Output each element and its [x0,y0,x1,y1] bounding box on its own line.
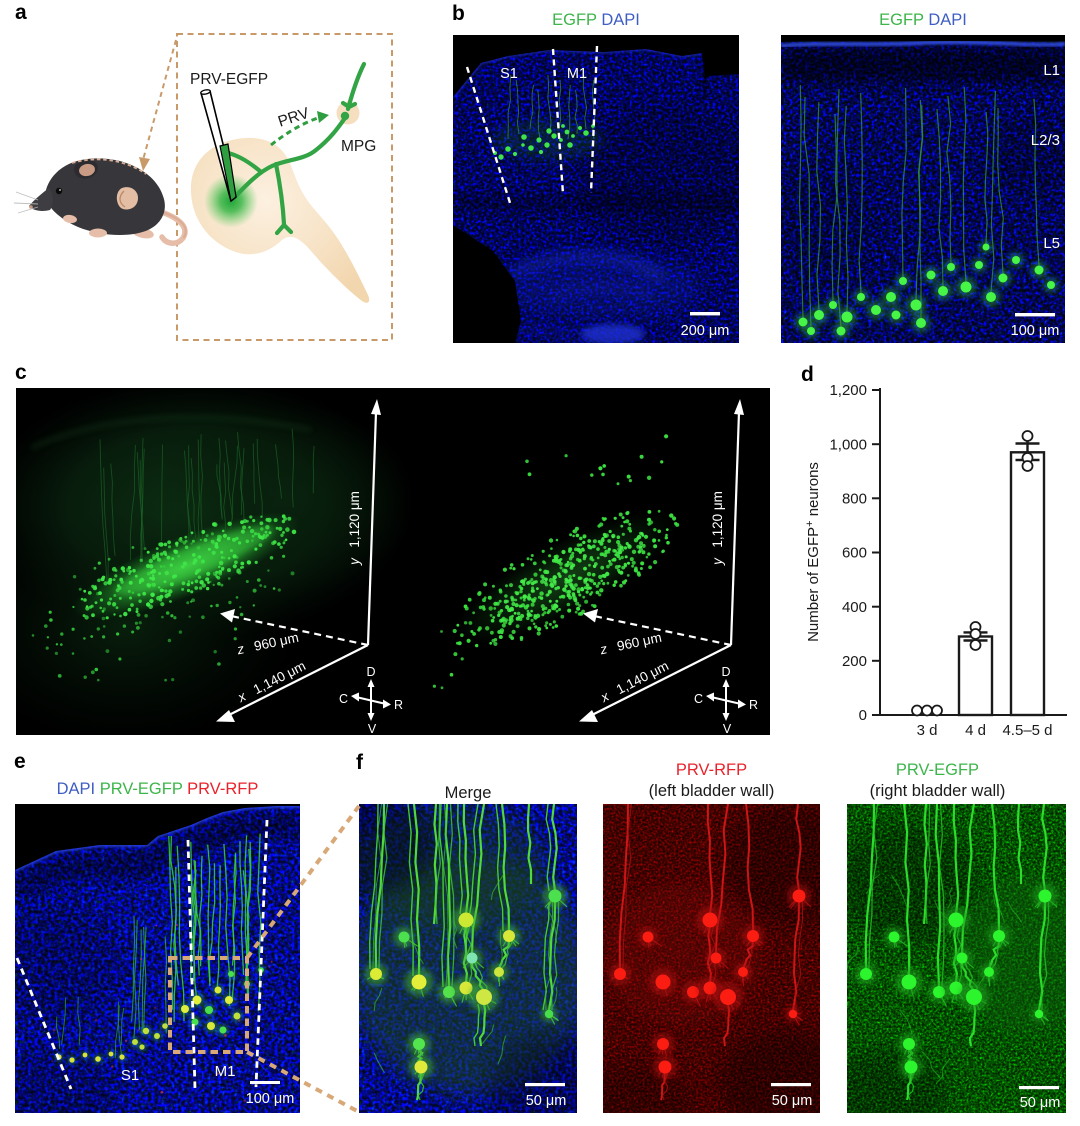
svg-text:PRV-EGFP: PRV-EGFP [190,71,268,88]
svg-text:1,200: 1,200 [829,382,867,399]
svg-text:R: R [749,698,758,712]
svg-text:50 μm: 50 μm [526,1093,567,1109]
svg-text:L5: L5 [1043,235,1060,252]
svg-text:800: 800 [842,491,867,508]
svg-text:4 d: 4 d [965,722,986,739]
svg-text:4.5–5 d: 4.5–5 d [1002,722,1052,739]
svg-text:R: R [394,698,403,712]
svg-text:MPG: MPG [341,138,376,155]
svg-text:600: 600 [842,545,867,562]
svg-text:y 1,120 μm: y 1,120 μm [347,491,362,566]
svg-text:3 d: 3 d [917,722,938,739]
svg-text:D: D [366,665,375,679]
svg-text:400: 400 [842,599,867,616]
svg-text:200 μm: 200 μm [681,323,730,339]
svg-text:L2/3: L2/3 [1031,132,1060,149]
svg-text:y 1,120 μm: y 1,120 μm [710,491,725,566]
svg-text:V: V [368,722,377,735]
svg-text:C: C [339,692,348,706]
svg-text:PRV: PRV [276,105,312,131]
svg-text:200: 200 [842,653,867,670]
svg-text:V: V [723,722,732,735]
svg-text:L1: L1 [1043,62,1060,79]
svg-text:C: C [694,692,703,706]
svg-text:Number of EGFP+ neurons: Number of EGFP+ neurons [804,462,822,642]
svg-text:M1: M1 [567,66,587,82]
svg-text:100 μm: 100 μm [246,1091,295,1107]
svg-text:S1: S1 [121,1067,139,1084]
svg-text:100 μm: 100 μm [1011,323,1060,339]
svg-text:D: D [721,665,730,679]
svg-text:50 μm: 50 μm [1020,1095,1061,1111]
svg-text:1,000: 1,000 [829,436,867,453]
svg-text:S1: S1 [500,66,518,82]
svg-text:M1: M1 [215,1063,236,1080]
svg-text:0: 0 [859,707,867,724]
svg-text:50 μm: 50 μm [772,1093,813,1109]
